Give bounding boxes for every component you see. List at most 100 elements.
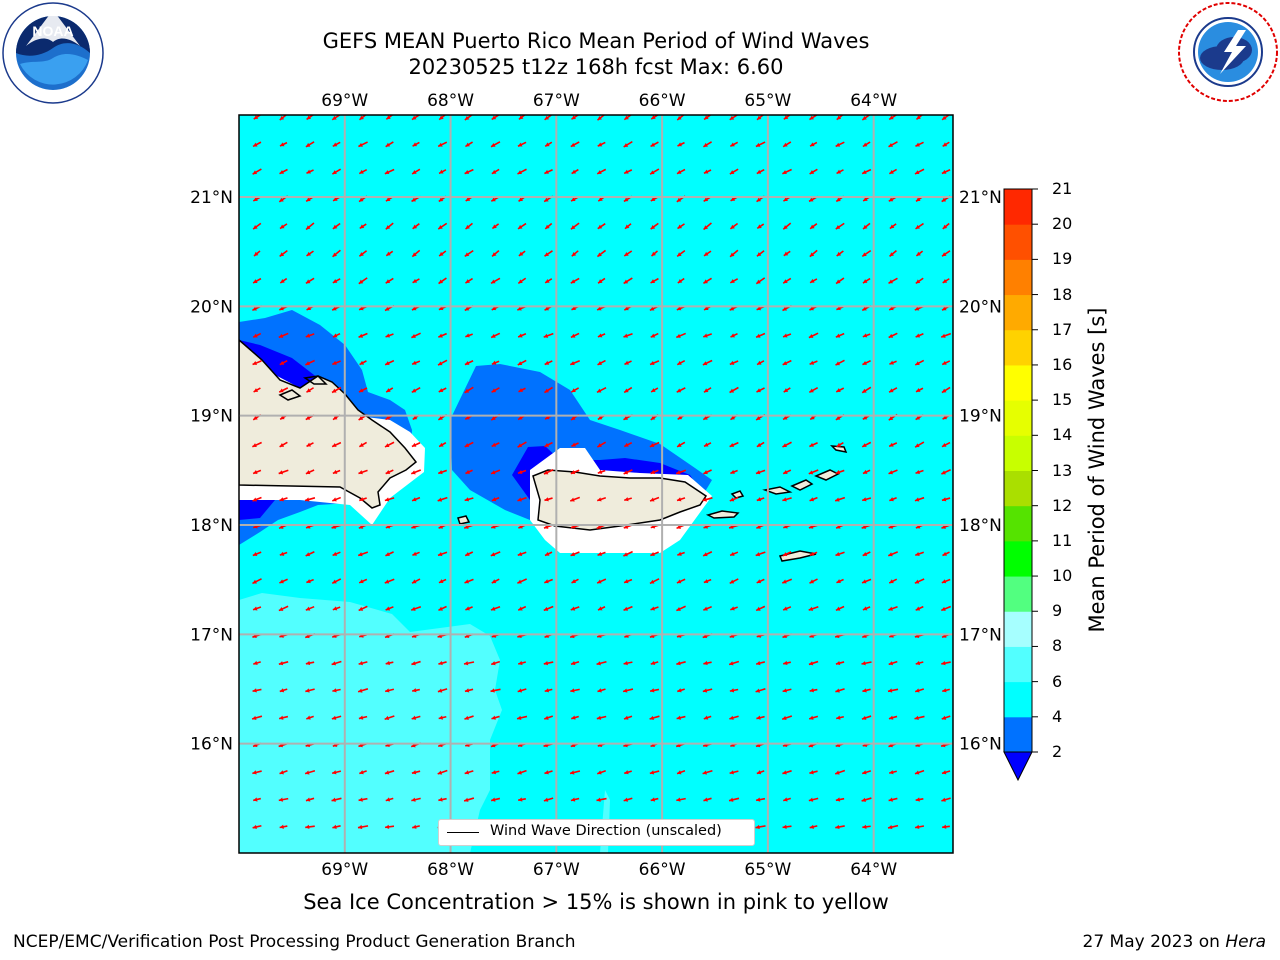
wind-wave-arrow xyxy=(357,551,369,557)
colorbar-tick-label: 13 xyxy=(1052,460,1073,480)
wind-wave-arrow xyxy=(411,386,421,394)
wind-wave-arrow xyxy=(358,715,368,720)
lon-tick-label-bottom: 68°W xyxy=(427,860,474,880)
wind-wave-arrow xyxy=(438,277,447,285)
wind-wave-arrow xyxy=(518,250,526,257)
colorbar-segment xyxy=(1004,470,1032,507)
wind-wave-arrow xyxy=(385,469,394,475)
wind-wave-arrow xyxy=(809,249,818,258)
wind-wave-arrow xyxy=(491,497,500,502)
wind-wave-arrow xyxy=(861,441,872,448)
wind-wave-arrow xyxy=(703,222,712,231)
wind-wave-arrow xyxy=(252,141,262,148)
wind-wave-arrow xyxy=(597,551,606,556)
wind-wave-arrow xyxy=(889,770,897,775)
wind-wave-arrow xyxy=(516,715,528,720)
wind-wave-arrow xyxy=(915,333,924,338)
wind-wave-arrow xyxy=(888,660,898,666)
wind-wave-arrow xyxy=(887,824,899,830)
wind-wave-arrow xyxy=(412,223,420,230)
wind-wave-arrow xyxy=(915,277,924,285)
wind-wave-arrow xyxy=(306,387,314,393)
wind-wave-arrow xyxy=(941,168,951,175)
wind-wave-arrow xyxy=(677,141,685,147)
wind-wave-arrow xyxy=(755,797,766,802)
wind-wave-arrow xyxy=(835,605,845,612)
colorbar-tick-label: 20 xyxy=(1052,214,1073,234)
vieques-island xyxy=(705,510,740,519)
lat-tick-label-right: 17°N xyxy=(959,625,1002,645)
wind-wave-arrow xyxy=(783,797,791,802)
wind-wave-arrow xyxy=(862,360,871,366)
wind-wave-arrow xyxy=(941,497,951,502)
wind-wave-arrow xyxy=(385,333,394,338)
wind-wave-arrow xyxy=(836,169,844,175)
wind-wave-arrow xyxy=(411,797,421,802)
wind-wave-arrow xyxy=(571,168,579,175)
wind-wave-arrow xyxy=(305,359,315,366)
wind-wave-arrow xyxy=(650,332,659,338)
wind-wave-arrow xyxy=(385,387,394,393)
wind-wave-arrow xyxy=(703,715,712,720)
wind-wave-arrow xyxy=(862,824,871,829)
wind-wave-arrow xyxy=(279,551,288,556)
lon-tick-label-top: 66°W xyxy=(639,91,686,111)
lon-tick-label-bottom: 64°W xyxy=(850,860,897,880)
wind-wave-arrow xyxy=(304,769,316,775)
wind-wave-arrow xyxy=(861,661,872,666)
wind-wave-arrow xyxy=(358,277,368,285)
wind-wave-arrow xyxy=(942,551,950,557)
wind-wave-arrow xyxy=(464,770,474,775)
wind-wave-arrow xyxy=(702,551,713,557)
wind-wave-arrow xyxy=(438,441,447,448)
lon-tick-label-bottom: 67°W xyxy=(533,860,580,880)
wind-wave-arrow xyxy=(437,222,448,230)
wind-wave-arrow xyxy=(384,168,395,175)
wind-wave-arrow xyxy=(887,551,899,557)
wind-wave-arrow xyxy=(279,578,288,584)
wind-wave-arrow xyxy=(359,223,367,230)
lon-tick-label-bottom: 65°W xyxy=(744,860,791,880)
wind-wave-arrow xyxy=(570,332,580,339)
wind-wave-arrow xyxy=(252,496,262,502)
wind-wave-arrow xyxy=(597,606,606,611)
wind-wave-arrow xyxy=(730,332,738,338)
wind-wave-arrow xyxy=(941,661,951,666)
footer-branch: NCEP/EMC/Verification Post Processing Pr… xyxy=(13,932,576,952)
wind-wave-arrow xyxy=(809,141,818,147)
wind-wave-arrow xyxy=(517,333,527,338)
wind-wave-arrow xyxy=(623,797,633,802)
wind-wave-arrow xyxy=(941,250,951,257)
wind-wave-arrow xyxy=(306,250,314,257)
wind-wave-arrow xyxy=(570,141,580,148)
wind-wave-arrow xyxy=(438,387,447,393)
lat-tick-label-right: 18°N xyxy=(959,516,1002,536)
wind-wave-arrow xyxy=(279,770,288,775)
wind-wave-direction-arrows xyxy=(251,115,952,830)
wind-wave-arrow xyxy=(702,141,713,148)
wind-wave-arrow xyxy=(782,441,792,448)
wind-wave-arrow xyxy=(358,605,368,612)
map-plot-area xyxy=(239,115,953,853)
wind-wave-arrow xyxy=(862,333,871,338)
wind-wave-arrow xyxy=(411,715,421,720)
wind-wave-arrow xyxy=(702,333,713,338)
wind-wave-arrow xyxy=(835,688,845,693)
wind-wave-arrow xyxy=(570,797,580,802)
wind-wave-arrow xyxy=(517,168,527,175)
wind-wave-arrow xyxy=(279,824,288,829)
wind-wave-arrow xyxy=(517,496,527,502)
wind-wave-arrow xyxy=(940,605,952,612)
lat-tick-label-left: 19°N xyxy=(190,407,233,427)
wind-wave-arrow xyxy=(412,278,420,284)
wind-wave-arrow xyxy=(861,386,872,394)
wind-wave-arrow xyxy=(915,387,924,393)
lon-tick-label-top: 65°W xyxy=(744,91,791,111)
wind-wave-arrow xyxy=(862,688,871,693)
wind-wave-arrow xyxy=(357,824,369,830)
wind-wave-arrow xyxy=(888,797,898,802)
wind-wave-arrow xyxy=(464,497,474,502)
wind-wave-arrow xyxy=(491,223,500,230)
wind-wave-arrow xyxy=(465,606,473,611)
wind-wave-arrow xyxy=(252,824,262,830)
